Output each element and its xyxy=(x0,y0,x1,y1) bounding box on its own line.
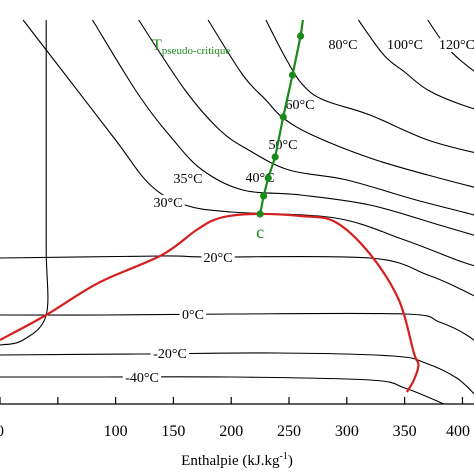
isotherm-line xyxy=(0,20,49,346)
x-axis-title-end: ) xyxy=(288,453,293,469)
pseudo-critical-point xyxy=(296,32,305,40)
isotherm-label: 20°C xyxy=(204,251,233,266)
isotherm-line xyxy=(265,19,474,154)
isotherm-line xyxy=(138,19,474,216)
isotherm-line xyxy=(22,19,474,267)
x-tick-label: 300 xyxy=(335,423,359,440)
plot-area: -40°C-20°C0°C20°C30°C35°C 40°C50°C60°C80°… xyxy=(0,19,474,404)
isotherm-label: -20°C xyxy=(153,347,187,362)
x-tick-label: 100 xyxy=(104,423,128,440)
pseudo-critical-label-sub: pseudo-critique xyxy=(162,45,231,57)
isotherm-label: -40°C xyxy=(125,371,159,386)
isotherm-label: 100°C xyxy=(387,38,423,53)
x-tick-label: 400 xyxy=(446,423,470,440)
x-tick-label: 200 xyxy=(219,423,243,440)
isotherm-line xyxy=(0,376,445,404)
x-tick-label: 0 xyxy=(0,423,4,440)
isotherm-line xyxy=(207,19,474,188)
pseudo-critical-label-main: T xyxy=(152,37,162,54)
pseudo-critical-point xyxy=(288,71,297,79)
isotherm-line xyxy=(0,312,474,341)
pseudo-critical-point xyxy=(256,210,264,218)
isotherm-label: 30°C xyxy=(154,196,183,211)
saturation-dome-line xyxy=(0,212,420,393)
pseudo-critical-point xyxy=(259,192,268,200)
x-axis-title-sup: -1 xyxy=(279,451,287,462)
critical-point-label: c xyxy=(256,222,264,242)
isotherm-line xyxy=(0,255,474,297)
pseudo-critical-label: Tpseudo-critique xyxy=(152,37,230,57)
isotherm-label: 50°C xyxy=(269,138,298,153)
isotherm-label: 60°C xyxy=(286,98,315,113)
x-axis-title-main: Enthalpie (kJ.kg xyxy=(181,453,280,469)
x-tick-label: 350 xyxy=(393,423,417,440)
isotherm-line xyxy=(427,19,474,72)
isotherm-line xyxy=(92,19,474,236)
pseudo-critical-point xyxy=(279,113,287,121)
isotherm-label: 35°C xyxy=(174,172,203,187)
pseudo-critical-point xyxy=(264,174,272,182)
isotherm-line xyxy=(0,352,474,395)
x-tick-label: 250 xyxy=(277,423,301,440)
isotherm-label: 0°C xyxy=(182,308,204,323)
isotherm-label: 80°C xyxy=(329,38,358,53)
isotherm-label: 120°C xyxy=(439,38,474,53)
x-axis: 0 100 150 200 250 300 350 400 xyxy=(0,397,474,440)
isotherm-line xyxy=(357,19,474,110)
x-tick-label: 150 xyxy=(161,423,185,440)
x-axis-title: Enthalpie (kJ.kg-1) xyxy=(181,451,293,469)
pseudo-critical-point xyxy=(271,153,279,161)
